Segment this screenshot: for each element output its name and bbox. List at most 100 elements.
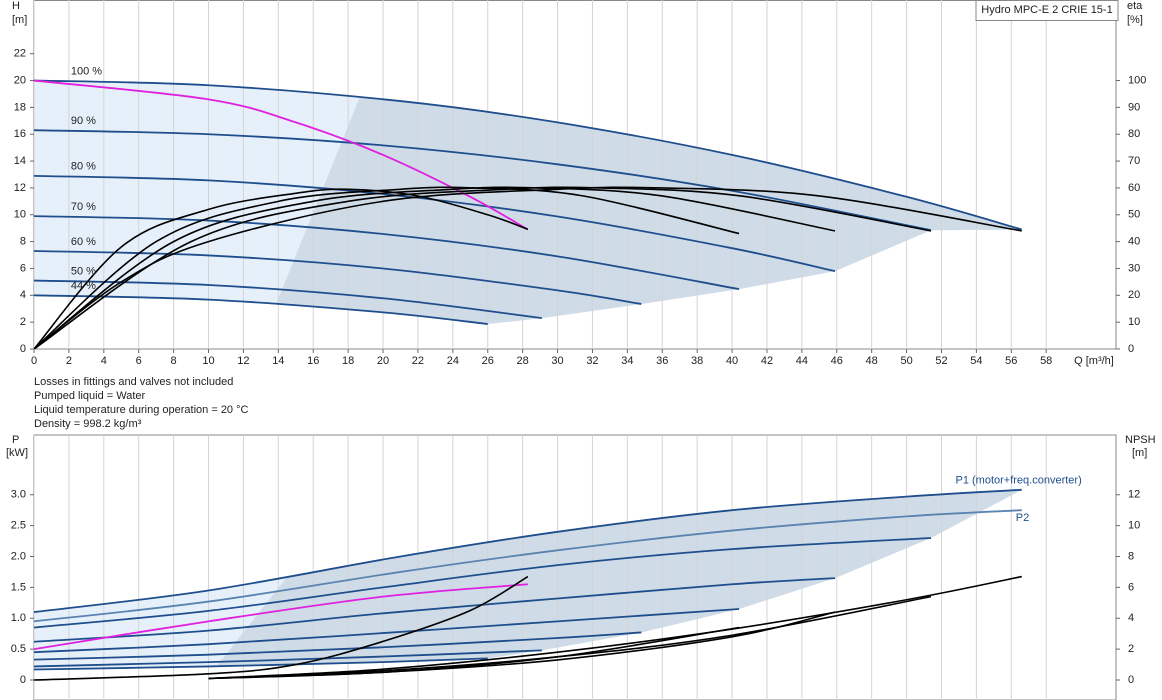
curve xyxy=(34,129,932,232)
curve xyxy=(34,631,642,661)
y2-tick-label: 4 xyxy=(1128,612,1134,624)
y-tick-label: 8 xyxy=(20,236,26,248)
curve-label: 100 % xyxy=(71,65,102,77)
y-tick-label: 14 xyxy=(14,155,26,167)
x-tick-label: 38 xyxy=(691,355,703,367)
curve xyxy=(34,577,836,643)
y2-tick-label: 80 xyxy=(1128,128,1140,140)
y-tick-label: 2 xyxy=(20,316,26,328)
x-tick-label: 44 xyxy=(796,355,808,367)
curve xyxy=(34,657,488,671)
y-tick-label: 6 xyxy=(20,262,26,274)
note: Losses in fittings and valves not includ… xyxy=(34,376,233,388)
y2-unit: [%] xyxy=(1127,14,1143,26)
y-tick-label: 22 xyxy=(14,48,26,60)
y-tick-label: 2.0 xyxy=(11,550,26,562)
x-tick-label: 30 xyxy=(551,355,563,367)
secondary-curve xyxy=(34,188,529,349)
x-tick-label: 52 xyxy=(935,355,947,367)
curve-label: 60 % xyxy=(71,236,96,248)
x-label: Q [m³/h] xyxy=(1074,355,1114,367)
curve-label: 80 % xyxy=(71,161,96,173)
x-tick-label: 40 xyxy=(726,355,738,367)
x-tick-label: 6 xyxy=(136,355,142,367)
y2-tick-label: 90 xyxy=(1128,101,1140,113)
x-tick-label: 20 xyxy=(377,355,389,367)
secondary-curve xyxy=(34,186,932,349)
x-tick-label: 0 xyxy=(31,355,37,367)
y-tick-label: 2.5 xyxy=(11,520,26,532)
note: Pumped liquid = Water xyxy=(34,390,146,402)
y-label: P xyxy=(12,434,19,446)
x-tick-label: 36 xyxy=(656,355,668,367)
curve xyxy=(34,583,528,651)
x-tick-label: 28 xyxy=(517,355,529,367)
y-unit: [m] xyxy=(12,14,27,26)
y2-tick-label: 60 xyxy=(1128,182,1140,194)
secondary-curve xyxy=(34,186,740,349)
y2-tick-label: 10 xyxy=(1128,520,1140,532)
curve xyxy=(34,649,542,668)
curve-label: 90 % xyxy=(71,115,96,127)
y-tick-label: 1.0 xyxy=(11,612,26,624)
y2-tick-label: 0 xyxy=(1128,674,1134,686)
y-tick-label: 1.5 xyxy=(11,581,26,593)
y2-tick-label: 70 xyxy=(1128,155,1140,167)
y-tick-label: 18 xyxy=(14,101,26,113)
x-tick-label: 50 xyxy=(900,355,912,367)
note: Liquid temperature during operation = 20… xyxy=(34,404,249,416)
y2-tick-label: 20 xyxy=(1128,289,1140,301)
x-tick-label: 18 xyxy=(342,355,354,367)
curve xyxy=(34,79,529,231)
curve-label: P1 (motor+freq.converter) xyxy=(956,475,1082,487)
y2-tick-label: 2 xyxy=(1128,643,1134,655)
curve-label: 50 % xyxy=(71,265,96,277)
x-tick-label: 10 xyxy=(202,355,214,367)
y-tick-label: 0.5 xyxy=(11,643,26,655)
curve xyxy=(34,174,836,273)
y2-tick-label: 50 xyxy=(1128,209,1140,221)
y-tick-label: 10 xyxy=(14,209,26,221)
y2-tick-label: 40 xyxy=(1128,236,1140,248)
x-tick-label: 2 xyxy=(66,355,72,367)
curve xyxy=(34,608,740,654)
y-unit: [kW] xyxy=(6,447,28,459)
x-tick-label: 42 xyxy=(761,355,773,367)
curve xyxy=(34,279,542,320)
y2-tick-label: 100 xyxy=(1128,74,1146,86)
x-tick-label: 12 xyxy=(237,355,249,367)
x-tick-label: 26 xyxy=(482,355,494,367)
x-tick-label: 8 xyxy=(171,355,177,367)
x-tick-label: 16 xyxy=(307,355,319,367)
y2-tick-label: 6 xyxy=(1128,581,1134,593)
y2-tick-label: 30 xyxy=(1128,262,1140,274)
y-tick-label: 20 xyxy=(14,74,26,86)
x-tick-label: 54 xyxy=(970,355,982,367)
x-tick-label: 56 xyxy=(1005,355,1017,367)
curve xyxy=(34,488,1022,613)
y2-tick-label: 8 xyxy=(1128,550,1134,562)
panel xyxy=(34,435,1047,700)
note: Density = 998.2 kg/m³ xyxy=(34,418,142,430)
x-tick-label: 24 xyxy=(447,355,459,367)
x-tick-label: 46 xyxy=(831,355,843,367)
curve xyxy=(34,537,932,629)
x-tick-label: 48 xyxy=(866,355,878,367)
x-tick-label: 22 xyxy=(412,355,424,367)
y-tick-label: 4 xyxy=(20,289,26,301)
x-tick-label: 58 xyxy=(1040,355,1052,367)
y2-unit: [m] xyxy=(1132,447,1147,459)
y2-tick-label: 10 xyxy=(1128,316,1140,328)
x-tick-label: 34 xyxy=(621,355,633,367)
curve-label: P2 xyxy=(1016,512,1029,524)
secondary-curve xyxy=(34,186,836,349)
curve xyxy=(34,509,1022,623)
curve-label: 70 % xyxy=(71,201,96,213)
y-tick-label: 0 xyxy=(20,674,26,686)
y-tick-label: 12 xyxy=(14,182,26,194)
y2-label: NPSH xyxy=(1125,434,1156,446)
y2-tick-label: 0 xyxy=(1128,343,1134,355)
x-tick-label: 32 xyxy=(586,355,598,367)
y2-label: eta xyxy=(1127,0,1143,12)
